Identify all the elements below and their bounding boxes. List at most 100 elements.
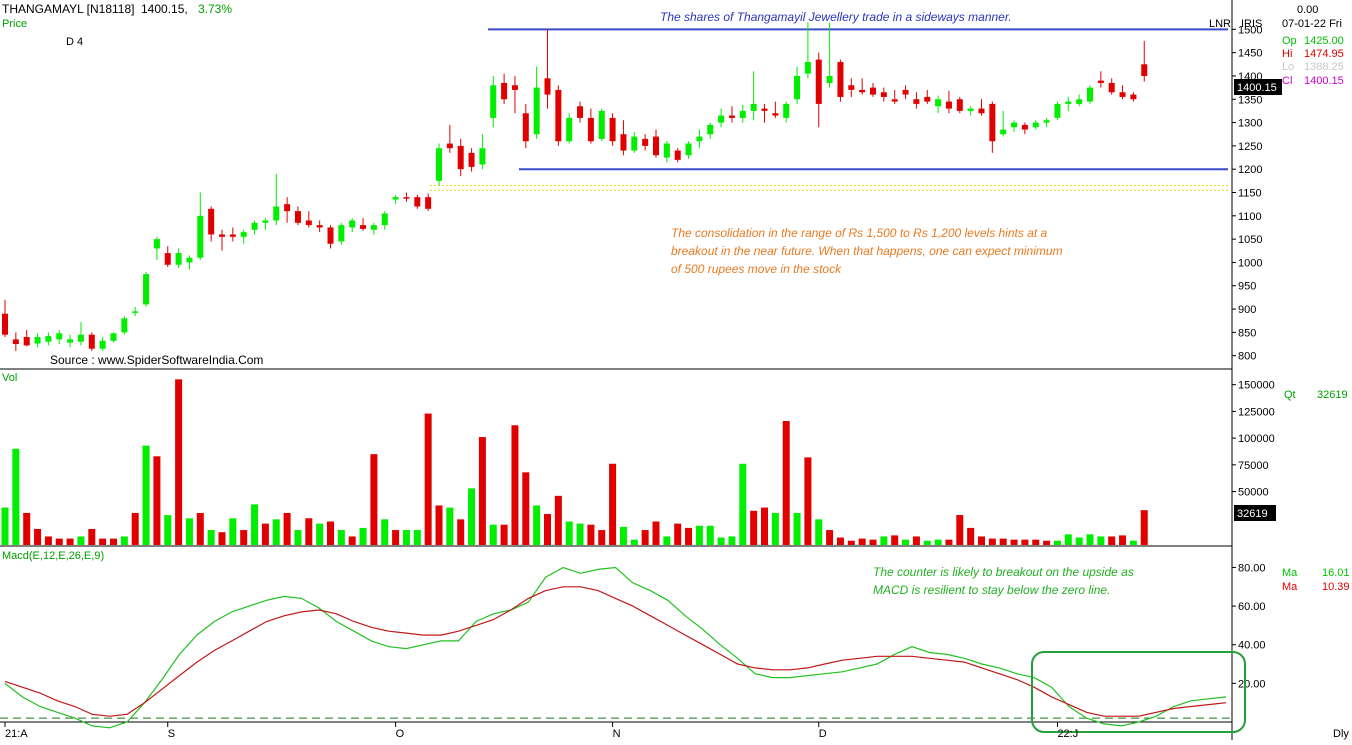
volume-bar — [34, 528, 42, 545]
volume-bar — [229, 518, 237, 545]
candle-body — [674, 150, 681, 160]
ohlc-close-value: 1400.15 — [1304, 75, 1344, 87]
volume-axis-label: 125000 — [1238, 406, 1275, 418]
price-axis-label: 1250 — [1238, 141, 1262, 153]
macd-annotation-line-1: The counter is likely to breakout on the… — [873, 565, 1134, 579]
volume-bar — [565, 521, 573, 545]
candle-body — [1108, 82, 1115, 93]
price-axis-label: 1100 — [1238, 211, 1262, 223]
volume-bar — [674, 523, 682, 545]
candle-body — [56, 333, 63, 340]
candle-body — [685, 143, 692, 156]
candle-body — [316, 225, 323, 228]
candle-body — [392, 197, 399, 200]
candle-body — [761, 108, 768, 111]
macd-axis-label: 20.00 — [1238, 678, 1266, 690]
candle-body — [1076, 99, 1083, 104]
volume-bar — [1043, 540, 1051, 545]
consolidation-annotation-line-3: of 500 rupees move in the stock — [671, 262, 842, 276]
volume-bar — [1119, 535, 1127, 545]
volume-bar — [424, 413, 432, 545]
candle-body — [978, 108, 985, 114]
volume-bar — [967, 527, 975, 545]
candle-body — [728, 115, 735, 118]
volume-bar — [88, 528, 96, 545]
macd-ma-value-2: 10.39 — [1322, 581, 1350, 593]
volume-bar — [728, 536, 736, 545]
volume-bar — [891, 535, 899, 545]
volume-bar — [283, 512, 291, 545]
candle-body — [859, 89, 866, 93]
volume-bar — [1108, 536, 1116, 545]
candle-body — [598, 110, 605, 139]
sideways-annotation: The shares of Thangamayil Jewellery trad… — [660, 10, 1012, 24]
candle-body — [642, 138, 649, 146]
volume-bar — [695, 525, 703, 545]
price-axis-label: 1500 — [1238, 24, 1262, 36]
price-axis-label: 800 — [1238, 351, 1256, 363]
candle-body — [479, 148, 486, 165]
volume-bar — [381, 519, 389, 545]
volume-bar — [945, 539, 953, 545]
ohlc-low-value: 1388.25 — [1304, 61, 1344, 73]
volume-bar — [923, 540, 931, 545]
price-tag-box — [1234, 79, 1282, 95]
volume-bar — [912, 536, 920, 545]
macd-ma-value-1: 16.01 — [1322, 567, 1350, 579]
volume-bar — [934, 539, 942, 545]
volume-bar — [544, 514, 551, 545]
volume-bar — [402, 530, 410, 545]
candle-body — [490, 85, 497, 118]
volume-bar — [1010, 539, 1018, 545]
macd-ma-label-2: Ma — [1282, 581, 1298, 593]
volume-bar — [761, 507, 768, 545]
candle-body — [794, 75, 801, 100]
volume-bar — [847, 540, 855, 545]
x-axis-label: 21:A — [5, 728, 28, 740]
price-axis-label: 950 — [1238, 281, 1256, 293]
volume-bar — [294, 530, 302, 545]
volume-bar — [337, 530, 345, 545]
volume-bar — [826, 530, 834, 545]
candle-body — [718, 115, 725, 123]
volume-bar — [66, 538, 74, 545]
macd-ma-label-1: Ma — [1282, 567, 1298, 579]
candle-body — [653, 136, 659, 156]
macd-signal-line — [4, 586, 1227, 717]
volume-bar — [685, 527, 693, 545]
candle-body — [935, 99, 942, 107]
price-axis-label: 1350 — [1238, 94, 1262, 106]
volume-bar — [327, 521, 334, 545]
candle-body — [555, 89, 562, 142]
volume-bar — [1097, 536, 1105, 545]
candle-body — [99, 340, 106, 349]
candle-body — [533, 87, 540, 135]
candle-body — [924, 96, 931, 102]
volume-tag: 32619 — [1237, 508, 1268, 520]
volume-bar — [533, 505, 541, 545]
candle-body — [360, 225, 367, 229]
candle-body — [848, 85, 855, 90]
price-axis-label: 1000 — [1238, 257, 1262, 269]
candle-body — [132, 311, 139, 313]
volume-bar — [435, 505, 443, 545]
date-label: 07-01-22 Fri — [1282, 18, 1342, 30]
volume-bar — [468, 488, 476, 545]
candle-body — [880, 92, 887, 97]
candle-body — [34, 337, 41, 344]
volume-bar — [598, 530, 606, 545]
volume-bar — [251, 504, 259, 545]
last-price: 1400.15, — [141, 2, 188, 16]
volume-bar — [55, 538, 63, 545]
volume-bar — [489, 524, 497, 545]
price-axis-label: 900 — [1238, 304, 1256, 316]
volume-bar — [1053, 540, 1061, 545]
volume-bar — [1032, 539, 1040, 545]
volume-bar — [511, 425, 519, 545]
volume-bar — [858, 538, 866, 545]
volume-bar — [706, 525, 714, 545]
candle-body — [577, 106, 584, 118]
volume-bar — [392, 530, 400, 545]
candle-body — [457, 145, 464, 170]
volume-axis-label: 50000 — [1238, 487, 1269, 499]
